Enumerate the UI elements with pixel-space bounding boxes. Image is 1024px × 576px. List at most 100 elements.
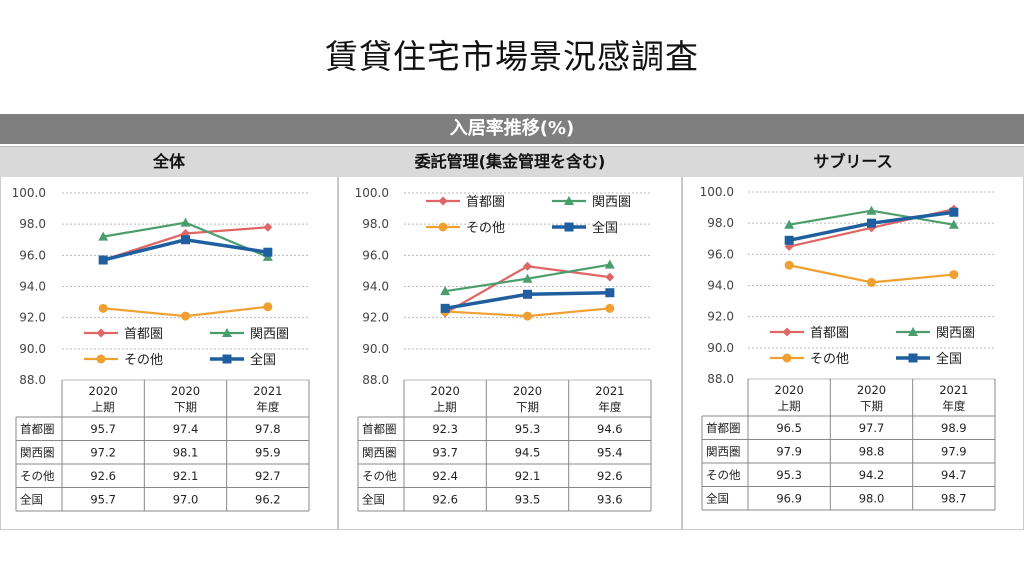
legend-symbol-overall-0 bbox=[96, 328, 106, 338]
row-label-sublease-3: 全国 bbox=[706, 492, 729, 506]
data-point-sublease-3-0 bbox=[784, 235, 794, 245]
category-period-managed-1: 下期 bbox=[516, 400, 539, 414]
page-title: 賃貸住宅市場景況感調査 bbox=[325, 37, 699, 76]
legend-symbol-overall-1 bbox=[222, 328, 232, 337]
data-label-overall-3-2: 96.2 bbox=[255, 493, 281, 507]
row-label-managed-1: 関西圏 bbox=[362, 446, 397, 460]
data-label-sublease-2-2: 94.7 bbox=[941, 468, 967, 482]
y-tick-managed-6: 88.0 bbox=[362, 373, 389, 387]
data-label-managed-1-2: 95.4 bbox=[597, 446, 623, 460]
legend-symbol-overall-2 bbox=[96, 354, 106, 364]
legend-marker-overall-0 bbox=[96, 328, 106, 338]
category-year-overall-1: 2020 bbox=[171, 384, 200, 398]
data-point-overall-2-2 bbox=[263, 302, 273, 312]
category-year-sublease-1: 2020 bbox=[857, 383, 886, 397]
series-markers-managed-0 bbox=[440, 261, 615, 318]
category-period-overall-1: 下期 bbox=[174, 400, 197, 414]
category-year-sublease-2: 2021 bbox=[939, 383, 968, 397]
category-year-overall-0: 2020 bbox=[89, 384, 118, 398]
legend-symbol-managed-1 bbox=[564, 196, 574, 205]
legend-symbol-sublease-3 bbox=[908, 353, 918, 363]
category-period-sublease-1: 下期 bbox=[860, 399, 883, 413]
data-label-overall-1-1: 98.1 bbox=[173, 446, 199, 460]
legend-marker-overall-2 bbox=[96, 354, 106, 364]
data-point-overall-2-0 bbox=[98, 303, 108, 313]
data-point-managed-3-1 bbox=[523, 289, 532, 299]
y-tick-sublease-2: 96.0 bbox=[707, 247, 734, 261]
data-point-overall-1-1 bbox=[180, 217, 191, 227]
legend-label-sublease-3: 全国 bbox=[936, 351, 962, 367]
legend-symbol-sublease-1 bbox=[908, 327, 918, 336]
data-label-overall-3-0: 95.7 bbox=[90, 493, 116, 507]
data-point-managed-0-2 bbox=[605, 272, 615, 282]
category-period-sublease-0: 上期 bbox=[778, 399, 801, 413]
y-tick-overall-2: 96.0 bbox=[19, 248, 46, 262]
y-tick-managed-3: 94.0 bbox=[362, 280, 389, 294]
legend-marker-overall-3 bbox=[222, 354, 232, 364]
legend-label-overall-1: 関西圏 bbox=[250, 327, 289, 342]
legend-symbol-sublease-2 bbox=[782, 353, 792, 363]
data-label-sublease-3-2: 98.7 bbox=[941, 492, 967, 506]
data-point-sublease-3-2 bbox=[949, 207, 959, 217]
series-markers-sublease-2 bbox=[784, 260, 959, 287]
legend-marker-overall-1 bbox=[222, 328, 232, 337]
y-tick-overall-1: 98.0 bbox=[19, 217, 46, 231]
legend-marker-managed-0 bbox=[438, 196, 448, 206]
data-point-overall-3-0 bbox=[98, 255, 108, 265]
category-period-sublease-2: 年度 bbox=[942, 399, 965, 413]
series-markers-managed-1 bbox=[440, 259, 615, 296]
data-label-overall-3-1: 97.0 bbox=[173, 493, 199, 507]
data-label-overall-1-0: 97.2 bbox=[90, 446, 116, 460]
category-year-managed-2: 2021 bbox=[595, 384, 624, 398]
data-point-sublease-1-0 bbox=[784, 219, 795, 229]
data-point-sublease-1-2 bbox=[948, 219, 959, 229]
y-tick-overall-4: 92.0 bbox=[19, 311, 46, 325]
row-label-overall-2: その他 bbox=[20, 469, 55, 483]
category-period-managed-0: 上期 bbox=[434, 400, 457, 414]
row-label-managed-0: 首都圏 bbox=[362, 422, 397, 436]
y-tick-managed-0: 100.0 bbox=[355, 186, 389, 200]
data-label-managed-3-0: 92.6 bbox=[432, 493, 458, 507]
y-tick-managed-4: 92.0 bbox=[362, 311, 389, 325]
data-label-overall-2-2: 92.7 bbox=[255, 469, 281, 483]
data-point-managed-1-0 bbox=[440, 286, 451, 296]
data-label-sublease-1-0: 97.9 bbox=[776, 445, 802, 459]
data-label-sublease-1-2: 97.9 bbox=[941, 445, 967, 459]
legend-symbol-overall-3 bbox=[222, 354, 232, 364]
category-period-overall-2: 年度 bbox=[256, 400, 279, 414]
data-label-sublease-3-1: 98.0 bbox=[859, 492, 885, 506]
data-label-overall-0-0: 95.7 bbox=[90, 422, 116, 436]
legend-symbol-sublease-0 bbox=[782, 327, 792, 337]
data-label-managed-0-0: 92.3 bbox=[432, 422, 458, 436]
data-label-sublease-2-0: 95.3 bbox=[776, 468, 802, 482]
series-markers-sublease-1 bbox=[784, 205, 959, 229]
data-label-sublease-0-2: 98.9 bbox=[941, 421, 967, 435]
data-label-managed-2-0: 92.4 bbox=[432, 469, 458, 483]
data-point-sublease-3-1 bbox=[867, 218, 876, 228]
legend-marker-managed-2 bbox=[438, 222, 448, 232]
data-label-sublease-1-1: 98.8 bbox=[859, 445, 885, 459]
data-label-managed-3-2: 93.6 bbox=[597, 493, 623, 507]
data-point-sublease-2-0 bbox=[784, 260, 794, 270]
data-label-sublease-0-0: 96.5 bbox=[776, 421, 802, 435]
legend-label-sublease-1: 関西圏 bbox=[936, 326, 975, 341]
category-year-overall-2: 2021 bbox=[253, 384, 282, 398]
data-label-sublease-3-0: 96.9 bbox=[776, 492, 802, 506]
panel-title-managed: 委託管理(集金管理を含む) bbox=[338, 146, 682, 177]
y-tick-managed-5: 90.0 bbox=[362, 342, 389, 356]
legend-label-overall-3: 全国 bbox=[250, 352, 276, 368]
data-label-overall-2-0: 92.6 bbox=[90, 469, 116, 483]
legend-marker-managed-3 bbox=[564, 222, 574, 232]
category-year-managed-0: 2020 bbox=[431, 384, 460, 398]
legend-marker-sublease-1 bbox=[908, 327, 918, 336]
data-label-overall-0-2: 97.8 bbox=[255, 422, 281, 436]
y-tick-sublease-1: 98.0 bbox=[707, 216, 734, 230]
series-markers-managed-3 bbox=[440, 288, 615, 313]
occupancy-banner: 入居率推移(%) bbox=[0, 114, 1024, 144]
legend-label-managed-3: 全国 bbox=[592, 220, 618, 236]
row-label-sublease-0: 首都圏 bbox=[706, 421, 741, 435]
legend-symbol-managed-3 bbox=[564, 222, 574, 232]
y-tick-managed-2: 96.0 bbox=[362, 248, 389, 262]
series-markers-overall-3 bbox=[98, 235, 273, 265]
